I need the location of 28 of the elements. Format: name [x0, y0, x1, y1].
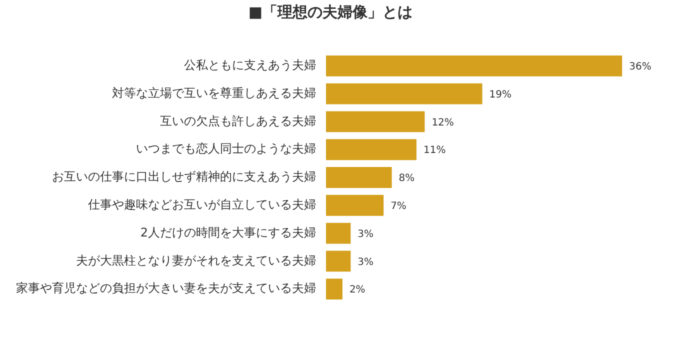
y-tick-label: いつまでも恋人同士のような夫婦 — [136, 142, 316, 156]
y-tick-label: お互いの仕事に口出しせず精神的に支えあう夫婦 — [52, 170, 316, 184]
y-tick-label: 家事や育児などの負担が大きい妻を夫が支えている夫婦 — [16, 281, 316, 296]
data-label: 7% — [390, 200, 406, 212]
data-label: 3% — [358, 256, 374, 268]
y-tick-label: 2人だけの時間を大事にする夫婦 — [140, 225, 316, 240]
data-label: 3% — [358, 228, 374, 240]
bar — [326, 250, 351, 272]
data-label: 19% — [489, 89, 512, 100]
bar — [326, 111, 425, 132]
chart-title: ■「理想の夫婦像」とは — [248, 2, 413, 21]
y-tick-label: 対等な立場で互いを尊重しあえる夫婦 — [112, 86, 316, 100]
bar — [326, 83, 482, 104]
y-tick-label: 仕事や趣味などお互いが自立している夫婦 — [87, 198, 316, 212]
y-tick-label: 公私ともに支えあう夫婦 — [184, 58, 316, 72]
bar — [326, 139, 416, 160]
data-label: 2% — [349, 284, 366, 296]
data-label: 36% — [629, 62, 652, 73]
data-label: 11% — [423, 145, 446, 156]
bar — [326, 167, 392, 188]
y-tick-label: 夫が大黒柱となり妻がそれを支えている夫婦 — [76, 253, 316, 268]
y-tick-label: 互いの欠点も許しあえる夫婦 — [160, 114, 316, 128]
bar — [326, 55, 622, 76]
data-label: 12% — [432, 117, 454, 128]
bar — [326, 278, 342, 300]
bar — [326, 222, 351, 244]
bar — [326, 194, 384, 216]
data-label: 8% — [398, 173, 415, 184]
